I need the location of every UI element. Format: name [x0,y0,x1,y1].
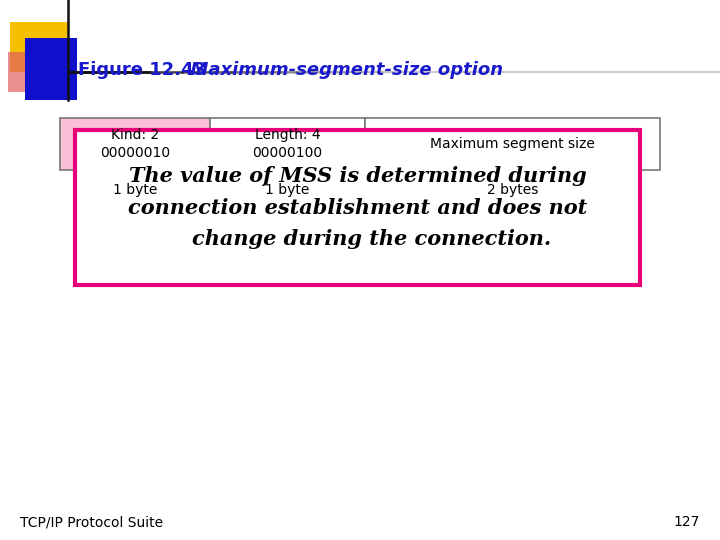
Bar [365,118,660,170]
Text: Figure 12.43: Figure 12.43 [78,61,206,79]
Bar [60,118,210,170]
Text: 1 byte: 1 byte [265,183,310,197]
Text: 2 bytes: 2 bytes [487,183,538,197]
Bar [75,130,640,285]
Text: TCP/IP Protocol Suite: TCP/IP Protocol Suite [20,515,163,529]
Text: Length: 4: Length: 4 [255,128,320,142]
Bar [210,118,365,170]
Text: 00000010: 00000010 [100,146,170,160]
Text: Maximum segment size: Maximum segment size [430,137,595,151]
Text: The value of MSS is determined during
connection establishment and does not
    : The value of MSS is determined during co… [128,166,587,249]
Text: Maximum-segment-size option: Maximum-segment-size option [178,61,503,79]
Text: 127: 127 [674,515,700,529]
Bar [10,22,68,72]
Text: Kind: 2: Kind: 2 [111,128,159,142]
Bar [25,38,77,100]
Bar [8,52,56,92]
Text: 1 byte: 1 byte [113,183,157,197]
Text: 00000100: 00000100 [253,146,323,160]
